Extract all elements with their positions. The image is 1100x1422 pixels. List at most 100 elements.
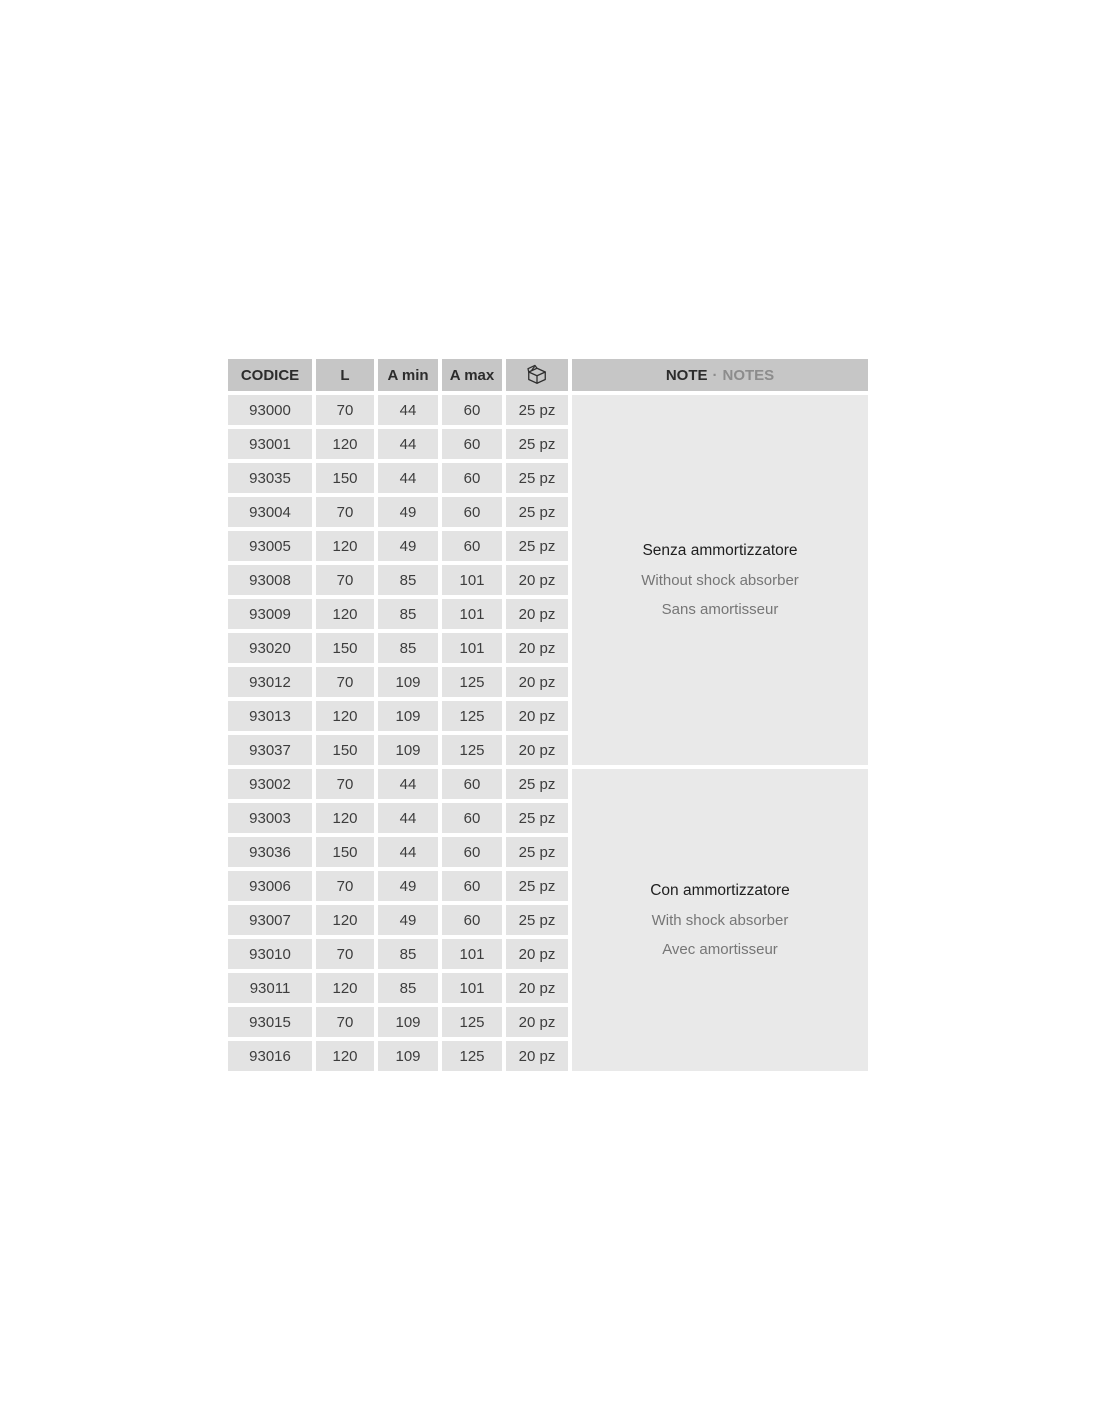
cell-l: 70 — [316, 939, 374, 969]
cell-a-min: 85 — [378, 599, 438, 629]
cell-l: 120 — [316, 973, 374, 1003]
note-line-english: With shock absorber — [651, 912, 789, 929]
table-row: 93012 70 109 125 20 pz — [228, 667, 568, 697]
note-block: Senza ammortizzatore Without shock absor… — [572, 395, 868, 765]
cell-a-max: 60 — [442, 463, 502, 493]
cell-packaging: 20 pz — [506, 701, 568, 731]
table-group-without-shock-absorber: 93000 70 44 60 25 pz 93001 120 44 60 25 pz 93035 15… — [228, 395, 868, 765]
cell-codice: 93037 — [228, 735, 312, 765]
table-row: 93005 120 49 60 25 pz — [228, 531, 568, 561]
table-row: 93001 120 44 60 25 pz — [228, 429, 568, 459]
cell-packaging: 20 pz — [506, 599, 568, 629]
table-row: 93015 70 109 125 20 pz — [228, 1007, 568, 1037]
cell-packaging: 20 pz — [506, 735, 568, 765]
cell-codice: 93035 — [228, 463, 312, 493]
product-table: CODICE L A min A max NOTE · NOTE — [228, 359, 868, 1075]
cell-codice: 93003 — [228, 803, 312, 833]
cell-codice: 93007 — [228, 905, 312, 935]
cell-a-max: 125 — [442, 1007, 502, 1037]
cell-l: 120 — [316, 429, 374, 459]
note-line-french: Sans amortisseur — [661, 601, 779, 618]
cell-l: 70 — [316, 769, 374, 799]
note-line-italian: Con ammortizzatore — [650, 882, 790, 899]
cell-a-max: 60 — [442, 769, 502, 799]
note-label: NOTE — [665, 366, 708, 384]
cell-codice: 93011 — [228, 973, 312, 1003]
table-group-with-shock-absorber: 93002 70 44 60 25 pz 93003 120 44 60 25 pz 93036 15… — [228, 769, 868, 1071]
cell-packaging: 25 pz — [506, 429, 568, 459]
cell-codice: 93004 — [228, 497, 312, 527]
header-a-min: A min — [378, 359, 438, 391]
cell-l: 120 — [316, 1041, 374, 1071]
cell-a-max: 101 — [442, 633, 502, 663]
table-row: 93037 150 109 125 20 pz — [228, 735, 568, 765]
cell-packaging: 25 pz — [506, 905, 568, 935]
cell-a-min: 44 — [378, 803, 438, 833]
cell-packaging: 20 pz — [506, 1007, 568, 1037]
cell-l: 120 — [316, 599, 374, 629]
header-a-max: A max — [442, 359, 502, 391]
cell-l: 120 — [316, 701, 374, 731]
header-note: NOTE · NOTES — [572, 359, 868, 391]
cell-packaging: 25 pz — [506, 395, 568, 425]
cell-packaging: 25 pz — [506, 463, 568, 493]
table-row: 93006 70 49 60 25 pz — [228, 871, 568, 901]
table-header-row: CODICE L A min A max NOTE · NOTE — [228, 359, 868, 391]
cell-codice: 93036 — [228, 837, 312, 867]
cell-l: 150 — [316, 837, 374, 867]
cell-packaging: 20 pz — [506, 1041, 568, 1071]
table-row: 93035 150 44 60 25 pz — [228, 463, 568, 493]
cell-a-max: 125 — [442, 701, 502, 731]
package-icon — [525, 363, 549, 387]
cell-packaging: 20 pz — [506, 633, 568, 663]
cell-a-max: 101 — [442, 939, 502, 969]
cell-a-min: 85 — [378, 939, 438, 969]
cell-codice: 93020 — [228, 633, 312, 663]
cell-l: 120 — [316, 531, 374, 561]
note-block: Con ammortizzatore With shock absorber A… — [572, 769, 868, 1071]
header-l: L — [316, 359, 374, 391]
cell-a-min: 49 — [378, 497, 438, 527]
note-separator: · — [712, 366, 718, 384]
cell-a-max: 125 — [442, 735, 502, 765]
cell-a-min: 109 — [378, 701, 438, 731]
table-row: 93003 120 44 60 25 pz — [228, 803, 568, 833]
cell-codice: 93013 — [228, 701, 312, 731]
cell-a-max: 60 — [442, 429, 502, 459]
table-row: 93013 120 109 125 20 pz — [228, 701, 568, 731]
cell-l: 70 — [316, 497, 374, 527]
header-codice: CODICE — [228, 359, 312, 391]
cell-packaging: 20 pz — [506, 973, 568, 1003]
cell-a-min: 44 — [378, 463, 438, 493]
cell-a-min: 109 — [378, 667, 438, 697]
cell-a-max: 60 — [442, 871, 502, 901]
cell-codice: 93009 — [228, 599, 312, 629]
cell-l: 70 — [316, 395, 374, 425]
cell-a-min: 44 — [378, 395, 438, 425]
cell-a-max: 60 — [442, 837, 502, 867]
cell-codice: 93001 — [228, 429, 312, 459]
note-line-italian: Senza ammortizzatore — [642, 542, 798, 559]
note-line-french: Avec amortisseur — [662, 941, 778, 958]
cell-codice: 93006 — [228, 871, 312, 901]
group-rows: 93000 70 44 60 25 pz 93001 120 44 60 25 pz 93035 15… — [228, 395, 568, 765]
cell-a-max: 125 — [442, 667, 502, 697]
cell-a-min: 49 — [378, 871, 438, 901]
table-row: 93002 70 44 60 25 pz — [228, 769, 568, 799]
cell-l: 120 — [316, 905, 374, 935]
cell-l: 150 — [316, 463, 374, 493]
cell-a-min: 109 — [378, 1007, 438, 1037]
cell-a-max: 101 — [442, 973, 502, 1003]
cell-a-max: 125 — [442, 1041, 502, 1071]
cell-codice: 93000 — [228, 395, 312, 425]
cell-a-max: 60 — [442, 803, 502, 833]
cell-l: 150 — [316, 735, 374, 765]
cell-codice: 93010 — [228, 939, 312, 969]
cell-a-min: 85 — [378, 565, 438, 595]
cell-l: 120 — [316, 803, 374, 833]
cell-codice: 93002 — [228, 769, 312, 799]
cell-a-max: 60 — [442, 497, 502, 527]
cell-a-min: 109 — [378, 1041, 438, 1071]
cell-a-min: 49 — [378, 531, 438, 561]
